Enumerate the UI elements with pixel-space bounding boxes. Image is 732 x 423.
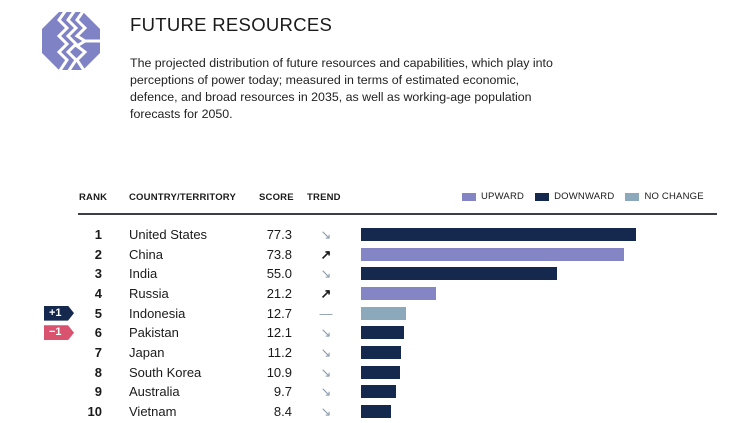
page-description: The projected distribution of future res… [130, 55, 570, 123]
bar-china [361, 248, 624, 261]
bar-indonesia [361, 307, 406, 320]
score-label: 10.9 [267, 365, 292, 380]
table-row: 9 Australia 9.7 ↘ [0, 384, 732, 404]
zigzag-octagon-logo-icon [42, 12, 100, 70]
score-label: 21.2 [267, 286, 292, 301]
legend-item-upward: UPWARD [462, 191, 524, 202]
country-name: China [129, 247, 163, 262]
score-label: 8.4 [274, 404, 292, 419]
bar-australia [361, 385, 396, 398]
score-label: 73.8 [267, 247, 292, 262]
table-row: 1 United States 77.3 ↘ [0, 227, 732, 247]
country-name: Russia [129, 286, 169, 301]
table-row: 3 India 55.0 ↘ [0, 266, 732, 286]
rank-value: 3 [72, 266, 102, 281]
score-label: 11.2 [268, 345, 292, 360]
column-header-trend: TREND [307, 192, 341, 203]
legend-item-downward: DOWNWARD [535, 191, 614, 202]
trend-downward-icon: ↘ [318, 365, 334, 380]
score-label: 12.7 [267, 306, 292, 321]
table-row: 2 China 73.8 ↗ [0, 247, 732, 267]
column-header-score: SCORE [259, 192, 294, 203]
score-label: 9.7 [274, 384, 292, 399]
score-label: 12.1 [267, 325, 292, 340]
trend-upward-icon: ↗ [318, 247, 334, 262]
bar-japan [361, 346, 401, 359]
country-name: United States [129, 227, 207, 242]
country-name: India [129, 266, 157, 281]
country-name: Japan [129, 345, 164, 360]
trend-downward-icon: ↘ [318, 345, 334, 360]
column-header-country: COUNTRY/TERRITORY [129, 192, 236, 203]
trend-downward-icon: ↘ [318, 227, 334, 242]
legend-label-upward: UPWARD [481, 191, 524, 202]
rank-value: 7 [72, 345, 102, 360]
rank-change-badge: +1 [44, 306, 74, 321]
legend-item-no-change: NO CHANGE [625, 191, 703, 202]
rank-value: 2 [72, 247, 102, 262]
trend-upward-icon: ↗ [318, 286, 334, 301]
legend-swatch-no-change [625, 193, 639, 201]
bar-pakistan [361, 326, 404, 339]
trend-downward-icon: ↘ [318, 266, 334, 281]
table-row: −1 6 Pakistan 12.1 ↘ [0, 325, 732, 345]
rank-value: 4 [72, 286, 102, 301]
bar-russia [361, 287, 436, 300]
rank-value: 5 [72, 306, 102, 321]
header-divider [78, 213, 717, 215]
country-name: Indonesia [129, 306, 185, 321]
score-label: 55.0 [267, 266, 292, 281]
table-row: 7 Japan 11.2 ↘ [0, 345, 732, 365]
table-row: 8 South Korea 10.9 ↘ [0, 365, 732, 385]
country-name: Pakistan [129, 325, 179, 340]
table-row: +1 5 Indonesia 12.7 — [0, 306, 732, 326]
legend: UPWARD DOWNWARD NO CHANGE [462, 191, 704, 202]
legend-swatch-downward [535, 193, 549, 201]
country-name: South Korea [129, 365, 201, 380]
table-row: 4 Russia 21.2 ↗ [0, 286, 732, 306]
bar-south-korea [361, 366, 400, 379]
legend-label-no-change: NO CHANGE [644, 191, 703, 202]
rank-value: 9 [72, 384, 102, 399]
table-row: 10 Vietnam 8.4 ↘ [0, 404, 732, 423]
bar-united-states [361, 228, 636, 241]
bar-india [361, 267, 557, 280]
trend-downward-icon: ↘ [318, 384, 334, 399]
trend-downward-icon: ↘ [318, 404, 334, 419]
country-name: Australia [129, 384, 180, 399]
column-header-rank: RANK [79, 192, 107, 203]
legend-swatch-upward [462, 193, 476, 201]
trend-downward-icon: ↘ [318, 325, 334, 340]
rank-value: 6 [72, 325, 102, 340]
bar-vietnam [361, 405, 391, 418]
rank-value: 8 [72, 365, 102, 380]
rank-value: 10 [72, 404, 102, 419]
legend-label-downward: DOWNWARD [554, 191, 614, 202]
score-label: 77.3 [267, 227, 292, 242]
trend-no-change-icon: — [318, 306, 334, 321]
page-title: FUTURE RESOURCES [130, 14, 332, 36]
country-name: Vietnam [129, 404, 176, 419]
rank-value: 1 [72, 227, 102, 242]
rank-change-badge: −1 [44, 325, 74, 340]
